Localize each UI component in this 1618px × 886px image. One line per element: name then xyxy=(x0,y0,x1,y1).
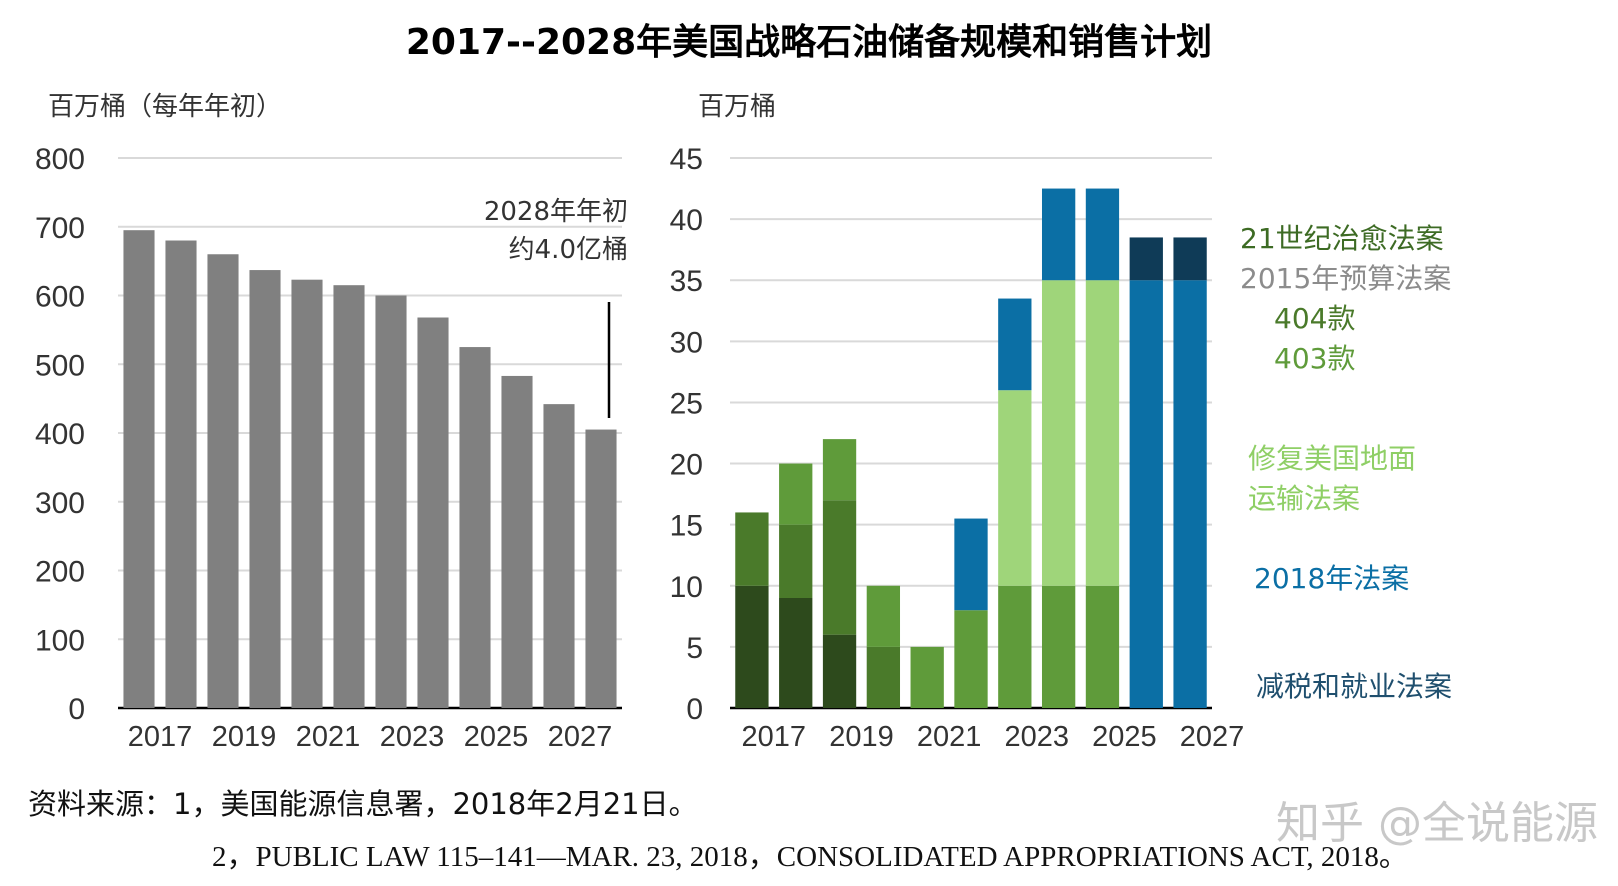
left-bar-2026 xyxy=(501,375,533,708)
right-bar-segment-2019 xyxy=(822,634,857,708)
source-line1: 资料来源：1，美国能源信息署，2018年2月21日。 xyxy=(28,787,698,821)
right-y-tick-label: 45 xyxy=(670,143,703,176)
legend-item: 2015年预算法案 xyxy=(1240,262,1451,295)
left-bar-2017 xyxy=(123,230,155,708)
right-x-ticks: 2017 2019 2021 2023 2025 2027 xyxy=(742,721,1245,753)
legend-item: 404款 xyxy=(1274,302,1355,335)
left-y-tick-label: 600 xyxy=(35,281,85,314)
right-bar-segment-2018 xyxy=(779,598,813,708)
left-bar-2020 xyxy=(249,270,281,708)
right-bar-segment-2021 xyxy=(910,646,944,708)
right-bar-segment-2019 xyxy=(822,439,857,501)
left-y-tick-label: 700 xyxy=(35,212,85,245)
watermark: 知乎 @全说能源 xyxy=(1276,798,1598,849)
right-bar-segment-2023 xyxy=(998,585,1032,708)
right-x-tick-label: 2017 xyxy=(742,721,807,753)
legend-item: 减税和就业法案 xyxy=(1256,670,1452,703)
right-bar-segment-2017 xyxy=(735,585,769,708)
legend-item: 修复美国地面 xyxy=(1248,442,1416,475)
source-line2: 2，PUBLIC LAW 115–141—MAR. 23, 2018，CONSO… xyxy=(212,841,1408,873)
left-x-tick-label: 2027 xyxy=(548,721,613,753)
left-bar-2024 xyxy=(417,317,449,708)
right-bar-segment-2019 xyxy=(822,500,857,635)
left-y-tick-label: 400 xyxy=(35,418,85,451)
right-bar-segment-2023 xyxy=(998,390,1032,586)
right-y-tick-label: 40 xyxy=(670,204,703,237)
left-bar-2022 xyxy=(333,285,365,708)
left-x-tick-label: 2023 xyxy=(380,721,445,753)
figure-title: 2017--2028年美国战略石油储备规模和销售计划 xyxy=(406,22,1212,63)
right-y-ticks: 0 5 10 15 20 25 30 35 40 45 xyxy=(670,143,703,726)
right-y-tick-label: 5 xyxy=(686,632,703,665)
left-gridlines xyxy=(118,157,622,710)
left-y-tick-label: 0 xyxy=(68,693,85,726)
legend-item: 21世纪治愈法案 xyxy=(1240,222,1444,255)
right-bar-segment-2018 xyxy=(779,524,813,598)
right-bar-segment-2027 xyxy=(1173,280,1207,708)
right-x-tick-label: 2027 xyxy=(1180,721,1245,753)
right-x-tick-label: 2023 xyxy=(1004,721,1069,753)
annotation-line1: 2028年年初 xyxy=(484,197,628,227)
left-bar-2019 xyxy=(207,254,239,708)
left-bar-2021 xyxy=(291,279,323,708)
right-y-tick-label: 10 xyxy=(670,571,703,604)
left-x-tick-label: 2017 xyxy=(128,721,193,753)
left-y-tick-label: 300 xyxy=(35,487,85,520)
right-y-tick-label: 35 xyxy=(670,265,703,298)
left-y-tick-label: 500 xyxy=(35,349,85,382)
legend-item: 运输法案 xyxy=(1248,482,1360,515)
reserve-size-chart: 百万桶（每年年初） 0 100 200 300 400 500 600 700 800 2017… xyxy=(35,92,628,753)
right-bar-segment-2024 xyxy=(1041,585,1076,708)
left-bar-2027 xyxy=(543,404,575,708)
left-y-tick-label: 100 xyxy=(35,624,85,657)
right-y-tick-label: 15 xyxy=(670,510,703,543)
right-stacked-bars xyxy=(735,188,1207,708)
left-x-tick-label: 2019 xyxy=(212,721,277,753)
right-bar-segment-2022 xyxy=(954,518,988,611)
left-y-tick-label: 200 xyxy=(35,556,85,589)
right-x-tick-label: 2025 xyxy=(1092,721,1157,753)
left-x-tick-label: 2025 xyxy=(464,721,529,753)
right-bar-segment-2024 xyxy=(1041,280,1076,586)
right-y-unit: 百万桶 xyxy=(698,92,776,122)
right-bar-segment-2025 xyxy=(1085,585,1120,708)
right-y-tick-label: 0 xyxy=(686,693,703,726)
right-bar-segment-2020 xyxy=(866,646,901,708)
right-bar-segment-2026 xyxy=(1129,280,1163,708)
right-y-tick-label: 20 xyxy=(670,449,703,482)
left-y-unit: 百万桶（每年年初） xyxy=(48,92,282,122)
legend-item: 403款 xyxy=(1274,342,1355,375)
right-bar-segment-2017 xyxy=(735,512,769,586)
left-x-tick-label: 2021 xyxy=(296,721,361,753)
annotation-line2: 约4.0亿桶 xyxy=(509,235,628,265)
right-bar-segment-2018 xyxy=(779,463,813,525)
right-bar-segment-2023 xyxy=(998,298,1032,391)
left-bar-2023 xyxy=(375,295,407,708)
left-bar-2018 xyxy=(165,240,197,708)
left-bar-2028 xyxy=(585,429,617,708)
right-y-tick-label: 30 xyxy=(670,326,703,359)
left-x-ticks: 2017 2019 2021 2023 2025 2027 xyxy=(128,721,613,753)
left-y-tick-label: 800 xyxy=(35,143,85,176)
right-bar-segment-2022 xyxy=(954,610,988,708)
left-bars xyxy=(123,230,617,708)
left-bar-2025 xyxy=(459,347,491,708)
right-bar-segment-2020 xyxy=(866,585,901,647)
legend-item: 2018年法案 xyxy=(1254,562,1409,595)
right-bar-segment-2025 xyxy=(1085,280,1120,586)
right-x-tick-label: 2019 xyxy=(829,721,894,753)
right-bar-segment-2025 xyxy=(1085,188,1120,281)
right-bar-segment-2024 xyxy=(1041,188,1076,281)
right-bar-segment-2027 xyxy=(1173,237,1207,281)
right-x-tick-label: 2021 xyxy=(917,721,982,753)
left-y-ticks: 0 100 200 300 400 500 600 700 800 xyxy=(35,143,85,726)
right-bar-segment-2026 xyxy=(1129,237,1163,281)
right-y-tick-label: 25 xyxy=(670,387,703,420)
